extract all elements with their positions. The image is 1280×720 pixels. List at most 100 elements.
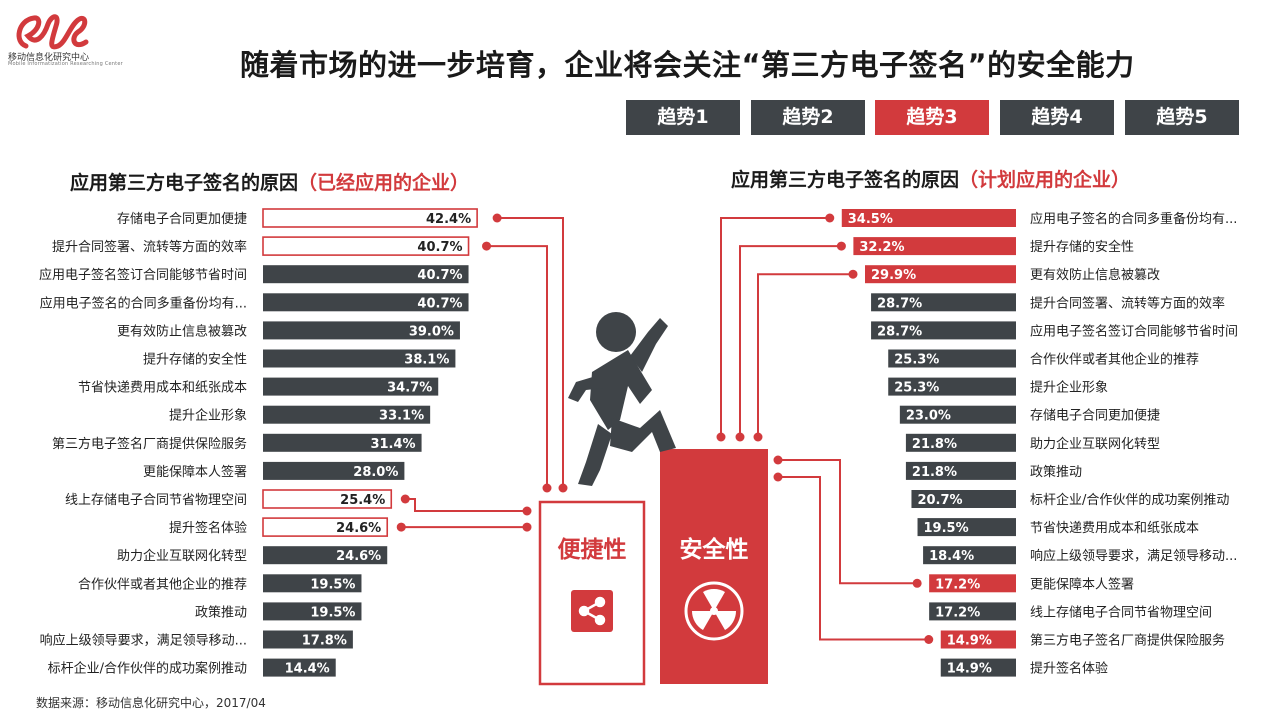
connector-dot	[716, 432, 726, 442]
left-category-label: 节省快递费用成本和纸张成本	[78, 381, 247, 396]
right-bar	[841, 209, 1016, 227]
left-value-label: 19.5%	[310, 605, 355, 620]
logo-name: 移动信息化研究中心	[8, 53, 90, 63]
right-value-label: 14.9%	[947, 662, 992, 677]
tab-trend-1[interactable]: 趋势1	[626, 100, 740, 135]
right-category-label: 政策推动	[1030, 464, 1082, 480]
connector-dot	[558, 483, 568, 493]
right-bar	[929, 574, 1016, 593]
right-bar	[888, 349, 1016, 368]
left-bar	[263, 461, 405, 480]
radiation-icon	[684, 581, 744, 641]
right-section-title-main: 应用第三方电子签名的原因	[731, 169, 960, 191]
right-category-label: 提升存储的安全性	[1030, 239, 1134, 255]
connector-dot	[482, 241, 492, 251]
tab-trend-5[interactable]: 趋势5	[1125, 100, 1239, 135]
right-value-label: 25.3%	[894, 381, 939, 396]
climbing-figure-icon	[568, 312, 676, 486]
right-bar	[940, 658, 1016, 677]
connector-dot	[848, 269, 858, 279]
connector-line	[405, 498, 527, 512]
left-category-label: 应用电子签名的合同多重备份均有...	[40, 295, 247, 311]
tab-trend-3[interactable]: 趋势3	[875, 100, 989, 135]
right-category-label: 提升企业形象	[1030, 380, 1108, 396]
connector-dot	[773, 455, 783, 465]
right-category-label: 响应上级领导要求，满足领导移动...	[1030, 548, 1237, 564]
connector-dot	[400, 494, 410, 504]
right-bar	[899, 405, 1016, 424]
left-category-label: 更有效防止信息被篡改	[117, 323, 247, 339]
left-category-label: 响应上级领导要求，满足领导移动...	[40, 633, 247, 649]
logo-mark	[16, 14, 89, 50]
right-category-label: 助力企业互联网化转型	[1030, 436, 1160, 452]
right-bar	[923, 546, 1016, 565]
left-section-title-highlight: （已经应用的企业）	[298, 172, 470, 194]
connector-line	[486, 245, 548, 488]
right-value-label: 21.8%	[912, 437, 957, 452]
right-bar	[905, 461, 1016, 480]
connector-line	[778, 476, 929, 641]
left-section-title: 应用第三方电子签名的原因（已经应用的企业）	[70, 168, 469, 195]
left-section-title-main: 应用第三方电子签名的原因	[70, 172, 299, 194]
left-category-label: 标杆企业/合作伙伴的成功案例推动	[48, 661, 247, 677]
right-category-label: 线上存储电子合同节省物理空间	[1030, 605, 1212, 620]
right-section-title: 应用第三方电子签名的原因（计划应用的企业）	[731, 165, 1130, 192]
right-bar	[853, 237, 1016, 256]
left-value-label: 42.4%	[426, 212, 471, 227]
right-value-label: 28.7%	[877, 296, 922, 311]
left-category-label: 助力企业互联网化转型	[117, 548, 247, 564]
right-value-label: 28.7%	[877, 324, 922, 339]
right-bar	[905, 433, 1016, 452]
left-category-label: 政策推动	[195, 604, 247, 620]
connector-line	[757, 273, 854, 437]
tab-trend-2[interactable]: 趋势2	[751, 100, 865, 135]
right-value-label: 14.9%	[947, 634, 992, 649]
left-category-label: 存储电子合同更加便捷	[117, 212, 247, 227]
right-value-label: 32.2%	[859, 240, 904, 255]
connector-line	[778, 459, 918, 585]
security-box	[660, 449, 768, 684]
left-category-label: 提升签名体验	[169, 520, 247, 536]
left-value-label: 24.6%	[336, 549, 381, 564]
left-bar	[263, 433, 422, 452]
left-bar	[263, 658, 336, 677]
right-bar-chart: 34.5% 应用电子签名的合同多重备份均有... 32.2% 提升存储的安全性 29.9…	[841, 209, 1238, 677]
right-value-label: 29.9%	[871, 268, 916, 283]
right-value-label: 21.8%	[912, 465, 957, 480]
right-section-title-highlight: （计划应用的企业）	[959, 169, 1131, 191]
left-bar	[262, 489, 393, 509]
left-value-label: 39.0%	[409, 324, 454, 339]
right-category-label: 提升合同签署、流转等方面的效率	[1030, 295, 1225, 311]
left-value-label: 38.1%	[404, 353, 449, 368]
right-category-label: 存储电子合同更加便捷	[1030, 409, 1160, 424]
left-category-label: 第三方电子签名厂商提供保险服务	[52, 436, 247, 452]
left-category-label: 线上存储电子合同节省物理空间	[65, 493, 247, 508]
left-value-label: 24.6%	[336, 521, 381, 536]
right-category-label: 应用电子签名签订合同能够节省时间	[1030, 323, 1238, 339]
right-bar	[911, 490, 1016, 508]
left-bar	[263, 377, 439, 396]
right-bar	[871, 321, 1016, 340]
left-category-label: 提升存储的安全性	[143, 352, 247, 368]
right-category-label: 合作伙伴或者其他企业的推荐	[1030, 352, 1199, 368]
left-bar-chart: 存储电子合同更加便捷 42.4% 提升合同签署、流转等方面的效率 40.7% 应用电子签…	[39, 208, 478, 677]
left-value-label: 17.8%	[302, 634, 347, 649]
connector-dot	[522, 506, 532, 516]
right-bar	[940, 630, 1016, 649]
right-bar	[917, 518, 1016, 537]
tab-trend-4[interactable]: 趋势4	[1000, 100, 1114, 135]
left-value-label: 40.7%	[417, 240, 462, 255]
right-value-label: 18.4%	[929, 549, 974, 564]
right-bar	[929, 602, 1016, 621]
left-value-label: 34.7%	[387, 381, 432, 396]
left-value-label: 28.0%	[353, 465, 398, 480]
right-category-label: 更能保障本人签署	[1030, 576, 1134, 592]
connector-dot	[912, 578, 922, 588]
connector-dot	[773, 472, 783, 482]
connector-lines	[396, 213, 934, 644]
right-value-label: 17.2%	[935, 577, 980, 592]
left-value-label: 14.4%	[285, 662, 330, 677]
connector-dot	[522, 522, 532, 532]
right-category-label: 节省快递费用成本和纸张成本	[1030, 521, 1199, 536]
convenience-label: 便捷性	[558, 537, 627, 563]
